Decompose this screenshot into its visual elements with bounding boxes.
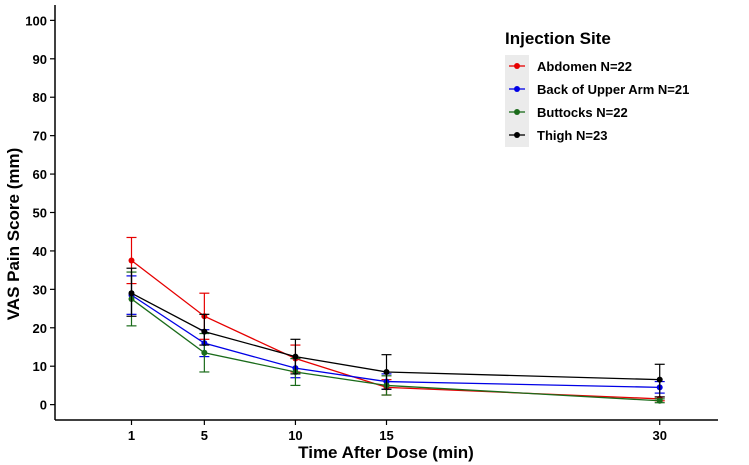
legend-item: Thigh N=23 [509,128,607,143]
y-tick-label: 30 [33,282,47,297]
y-tick-label: 100 [25,13,47,28]
legend-item: Abdomen N=22 [509,59,632,74]
y-axis-title: VAS Pain Score (mm) [4,148,23,321]
y-tick-label: 90 [33,52,47,67]
legend-item: Buttocks N=22 [509,105,628,120]
x-tick-label: 5 [201,428,208,443]
data-point [383,368,390,375]
legend-items: Abdomen N=22 Back of Upper Arm N=21 Buttoc… [509,59,689,143]
legend-label: Buttocks N=22 [537,105,628,120]
legend-label: Abdomen N=22 [537,59,632,74]
y-tick-label: 50 [33,206,47,221]
x-tick-label: 1 [128,428,135,443]
y-tick-label: 10 [33,359,47,374]
data-point [128,290,135,297]
x-tick-label: 30 [652,428,666,443]
data-point [656,376,663,383]
series-4 [126,267,665,398]
legend-label: Thigh N=23 [537,128,607,143]
data-point [128,257,135,264]
legend: Injection Site Abdomen N=22 Back of Upper… [505,29,689,147]
legend-title: Injection Site [505,29,611,48]
series-layer [126,236,665,404]
y-tick-label: 70 [33,129,47,144]
data-point [201,349,208,356]
y-tick-label: 80 [33,90,47,105]
data-point [656,397,663,404]
data-point [292,353,299,360]
plot-area [126,236,665,404]
x-tick-label: 10 [288,428,302,443]
legend-key-marker [514,86,520,92]
legend-key-marker [514,132,520,138]
y-ticks: 0 10 20 30 40 50 60 70 80 90 100 [25,13,55,413]
x-axis-title: Time After Dose (min) [298,443,474,462]
y-tick-label: 40 [33,244,47,259]
series-3 [126,271,665,404]
y-tick-label: 0 [40,398,47,413]
y-tick-label: 60 [33,167,47,182]
data-point [201,328,208,335]
series-line [131,260,660,400]
series-line [131,294,660,388]
legend-item: Back of Upper Arm N=21 [509,82,689,97]
legend-key-marker [514,109,520,115]
legend-label: Back of Upper Arm N=21 [537,82,689,97]
x-tick-label: 15 [379,428,393,443]
legend-key-marker [514,63,520,69]
y-tick-label: 20 [33,321,47,336]
x-ticks: 1 5 10 15 30 [128,420,667,443]
legend-key-background [505,55,529,147]
series-line [131,292,660,381]
